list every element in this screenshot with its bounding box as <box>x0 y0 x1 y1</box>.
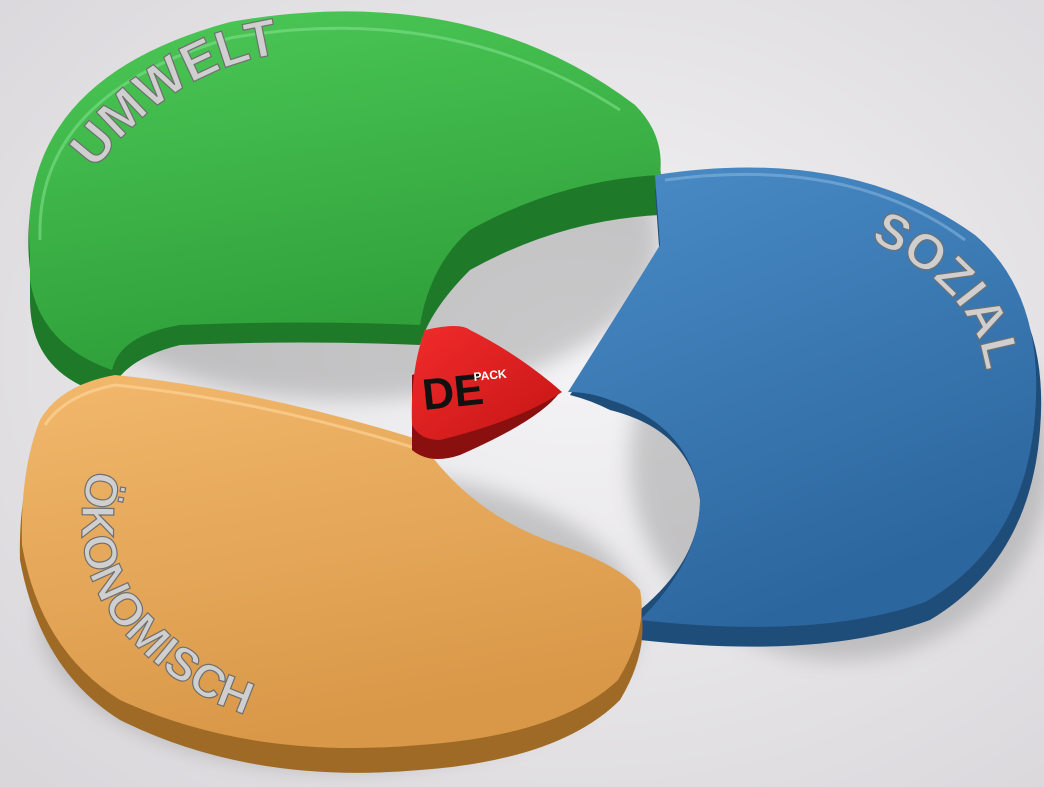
segment-oekonomisch <box>19 375 643 773</box>
center-logo-segment: DE PACK <box>411 326 562 459</box>
segment-umwelt <box>28 11 661 396</box>
oekonomisch-highlight <box>43 383 416 450</box>
sozial-top <box>568 167 1037 627</box>
center-logo-sub: PACK <box>473 367 508 384</box>
segment-sozial <box>568 167 1042 647</box>
center-logo-main: DE <box>420 365 486 420</box>
umwelt-top <box>29 11 661 370</box>
sozial-highlight <box>664 172 966 242</box>
oekonomisch-top <box>21 375 642 748</box>
center-top <box>411 326 562 440</box>
umwelt-highlight <box>38 26 621 241</box>
